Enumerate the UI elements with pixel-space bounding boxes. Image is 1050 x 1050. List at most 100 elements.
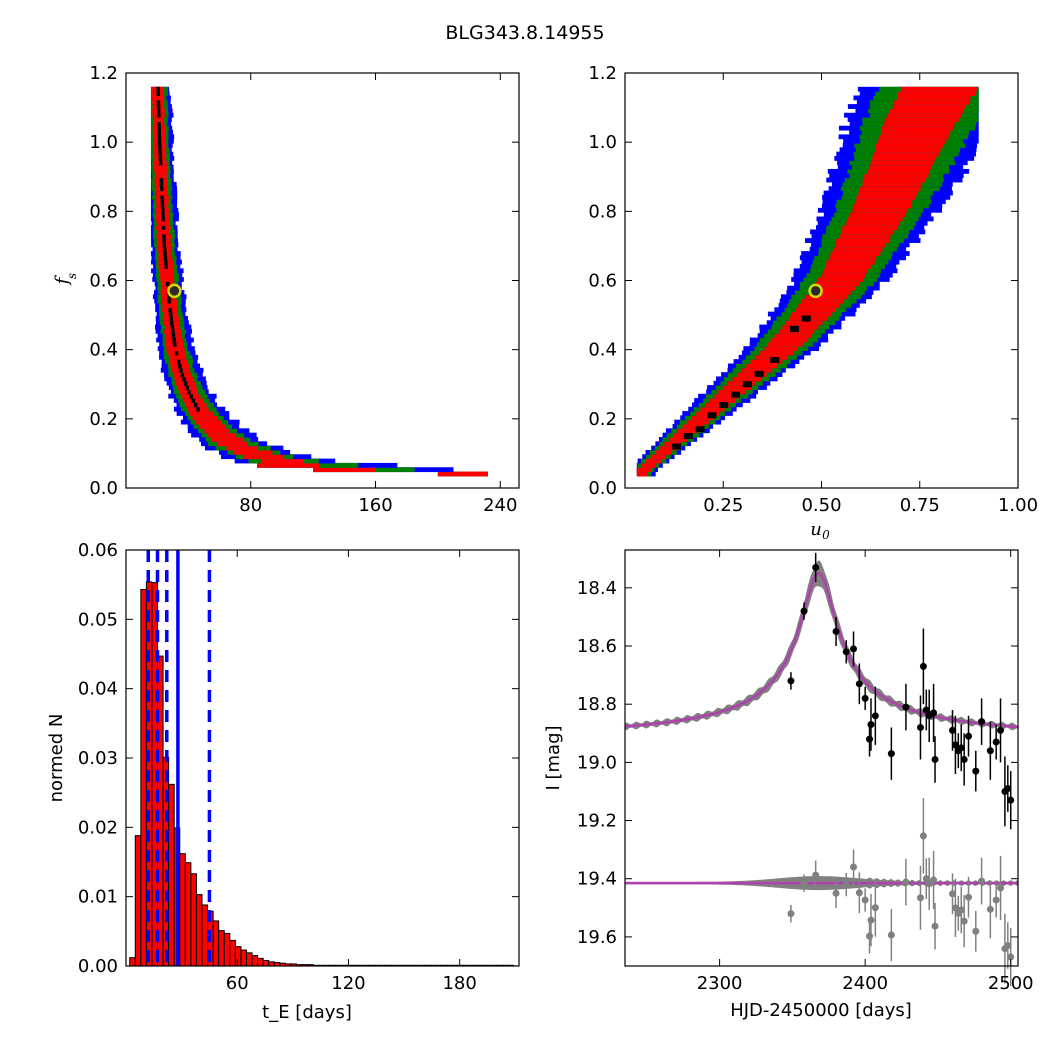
contour-cell: [897, 91, 976, 96]
x-tick-label: 2300: [697, 973, 743, 994]
contour-cell: [856, 194, 916, 200]
data-point: [867, 721, 875, 729]
contour-cell: [867, 168, 930, 174]
contour-cell-1sigma: [187, 389, 191, 395]
contour-cell: [700, 406, 725, 412]
contour-cell-1sigma: [191, 398, 196, 403]
contour-cell-1sigma: [158, 160, 163, 166]
x-tick-label: 240: [483, 495, 517, 516]
contour-cell: [636, 471, 648, 477]
contour-cell-1sigma: [196, 406, 200, 412]
axes-frame: [125, 72, 520, 489]
data-point: [871, 712, 879, 720]
contour-cell-1sigma: [172, 337, 176, 343]
contour-cell-1sigma: [742, 381, 752, 388]
y-tick-label: 18.4: [577, 578, 617, 599]
contour-cell: [826, 259, 875, 265]
data-point: [887, 750, 895, 758]
contour-cell-1sigma: [162, 233, 166, 239]
residual-point: [832, 889, 840, 897]
contour-cell-1sigma: [167, 298, 172, 304]
contour-cell-1sigma: [168, 307, 172, 313]
contour-cell-1sigma: [171, 333, 176, 339]
data-point: [965, 732, 973, 740]
histogram-bar: [268, 961, 275, 967]
contour-cell: [785, 320, 823, 326]
contour-cell: [836, 238, 890, 243]
contour-cell-1sigma: [161, 225, 166, 230]
contour-cell-1sigma: [672, 443, 682, 450]
contour-cell: [841, 229, 895, 235]
histogram-bar: [223, 932, 231, 967]
contour-cell: [811, 285, 856, 291]
x-tick-label: 60: [226, 973, 249, 994]
contour-cell: [892, 104, 966, 109]
histogram-bar: [134, 835, 142, 967]
contour-cell-1sigma: [731, 391, 741, 398]
y-tick-label: 0.05: [78, 609, 118, 630]
histogram-bar: [229, 939, 236, 967]
contour-cell-1sigma: [185, 385, 189, 390]
contour-cell-1sigma: [160, 207, 165, 213]
residual-point: [992, 896, 1000, 904]
contour-cell-1sigma: [754, 370, 764, 377]
contour-cell: [759, 350, 794, 356]
contour-cell-1sigma: [170, 324, 175, 330]
x-tick-label: 0.75: [900, 495, 940, 516]
best-fit-marker: [808, 283, 823, 299]
y-tick-label: 0.4: [588, 340, 617, 361]
y-tick-label: 1.0: [89, 132, 118, 153]
residual-point: [960, 917, 968, 925]
residual-point: [1004, 942, 1012, 950]
histogram-bar: [179, 853, 186, 967]
data-point: [787, 677, 795, 685]
contour-cell: [746, 363, 777, 369]
residual-point: [957, 906, 965, 914]
contour-cell: [233, 449, 273, 455]
contour-cell: [211, 436, 244, 442]
contour-cell: [858, 190, 919, 196]
residual-point: [972, 927, 980, 935]
contour-cell: [226, 445, 258, 451]
residual-point: [916, 894, 924, 902]
contour-cell: [155, 190, 168, 196]
contour-cell-1sigma: [183, 380, 188, 386]
data-point: [930, 709, 938, 717]
contour-cell-1sigma: [158, 156, 163, 161]
histogram-bar: [129, 957, 136, 967]
y-tick-label: 18.8: [577, 694, 617, 715]
model-curve: [624, 571, 1019, 729]
contour-cell-1sigma: [166, 281, 170, 287]
contour-cell: [862, 181, 923, 187]
contour-cell: [686, 419, 709, 425]
contour-cell: [659, 445, 677, 451]
contour-cell: [852, 203, 912, 209]
contour-cell: [764, 346, 798, 352]
contour-cell: [199, 424, 226, 429]
contour-cell: [162, 302, 177, 308]
histogram-bar: [184, 862, 192, 967]
contour-cell-1sigma: [157, 130, 162, 135]
x-tick-label: 0.50: [801, 495, 841, 516]
axes-frame: [624, 72, 1019, 489]
contour-cell: [833, 246, 883, 252]
contour-cell-1sigma: [180, 372, 185, 377]
contour-cell: [157, 229, 170, 235]
contour-cell: [641, 462, 657, 468]
histogram-bar: [201, 904, 209, 967]
y-axis-label: I [mag]: [543, 725, 564, 790]
contour-cell: [817, 277, 863, 282]
contour-cell-1sigma: [156, 91, 160, 96]
contour-cell: [850, 212, 905, 218]
residual-point: [1007, 953, 1015, 961]
contour-cell: [801, 298, 844, 304]
contour-cell: [192, 415, 219, 421]
residual-point: [850, 863, 858, 871]
contour-cell: [901, 86, 977, 92]
contour-cell: [897, 95, 971, 101]
contour-cell: [795, 307, 836, 313]
contour-cell-1sigma: [163, 251, 167, 256]
contour-cell: [189, 411, 214, 416]
y-tick-label: 19.4: [577, 869, 617, 890]
contour-cell-1sigma: [159, 181, 164, 187]
